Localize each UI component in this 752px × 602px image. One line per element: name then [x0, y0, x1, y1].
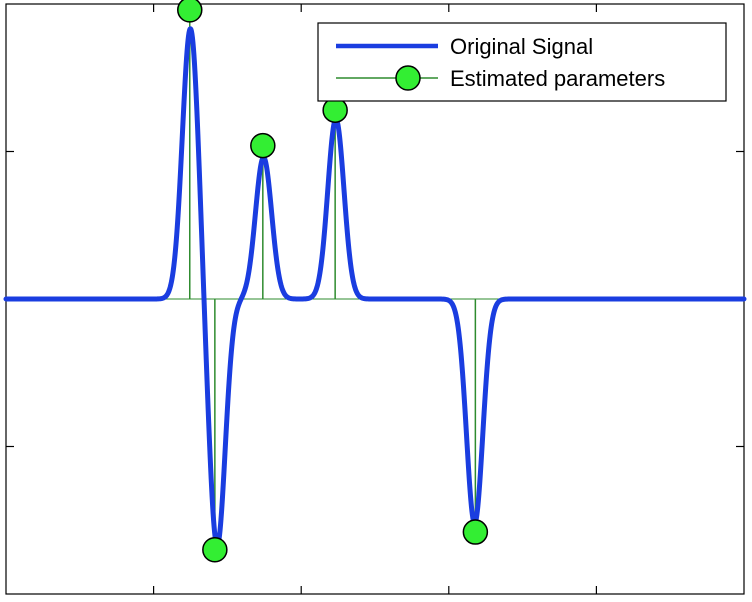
plot-area: [3, 0, 747, 595]
estimate-marker-4: [322, 97, 348, 123]
legend-label-original-signal: Original Signal: [450, 34, 593, 59]
estimate-marker-3: [250, 132, 276, 159]
legend-label-estimated-parameters: Estimated parameters: [450, 66, 665, 91]
signal-line: [3, 26, 747, 549]
estimate-marker-1: [177, 0, 203, 23]
legend: Original Signal Estimated parameters: [317, 22, 727, 102]
estimate-marker-2: [202, 537, 228, 563]
legend-box: [317, 22, 727, 102]
legend-marker-estimated-parameters: [395, 65, 421, 91]
estimate-marker-5: [462, 519, 489, 545]
